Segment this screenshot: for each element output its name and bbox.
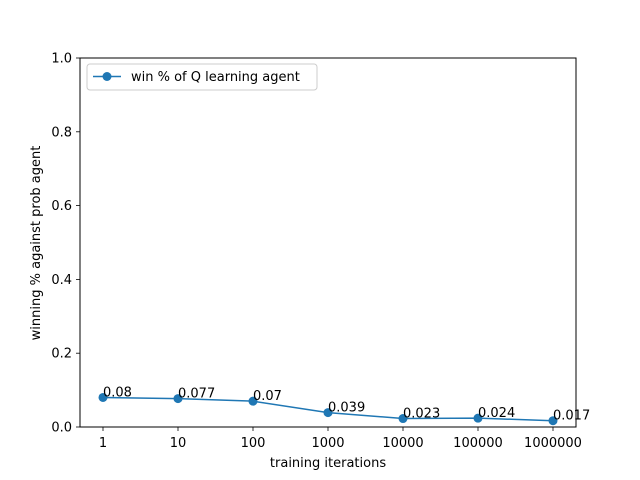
axes-frame (79, 57, 577, 428)
x-tick-label: 1 (99, 436, 107, 451)
x-tick-label: 1000 (311, 436, 344, 451)
x-tick-label: 100 (241, 436, 266, 451)
legend-label: win % of Q learning agent (131, 70, 300, 85)
y-tick-label: 0.0 (51, 421, 72, 436)
data-label: 0.08 (103, 385, 132, 400)
y-tick-label: 0.6 (51, 199, 72, 214)
x-axis-label: training iterations (270, 456, 386, 471)
y-tick-label: 0.4 (51, 273, 72, 288)
data-point (173, 394, 183, 404)
legend-marker-swatch (102, 72, 112, 81)
y-tick-label: 1.0 (51, 52, 72, 67)
data-point (398, 414, 408, 424)
data-point (548, 416, 558, 426)
y-tick-label: 0.8 (51, 125, 72, 140)
data-point (248, 396, 258, 406)
y-tick-label: 0.2 (51, 347, 72, 362)
data-label: 0.07 (253, 389, 282, 404)
plot-area: 0.0 0.2 0.4 0.6 0.8 1.0 1 10 100 1000 10000 100000 1… (51, 52, 590, 452)
data-point (473, 413, 483, 423)
data-label: 0.017 (553, 409, 590, 424)
x-tick-label: 100000 (453, 436, 503, 451)
data-point (98, 392, 108, 402)
x-tick-label: 10000 (382, 436, 423, 451)
legend: win % of Q learning agent (86, 63, 318, 91)
x-tick-label: 10 (170, 436, 187, 451)
data-label: 0.039 (328, 401, 365, 416)
y-axis-label: winning % against prob agent (29, 146, 44, 341)
x-tick-label: 1000000 (524, 436, 582, 451)
data-label: 0.023 (403, 407, 440, 422)
data-label: 0.077 (178, 387, 215, 402)
data-label: 0.024 (478, 406, 515, 421)
data-point (323, 408, 333, 418)
legend-frame (86, 63, 318, 91)
